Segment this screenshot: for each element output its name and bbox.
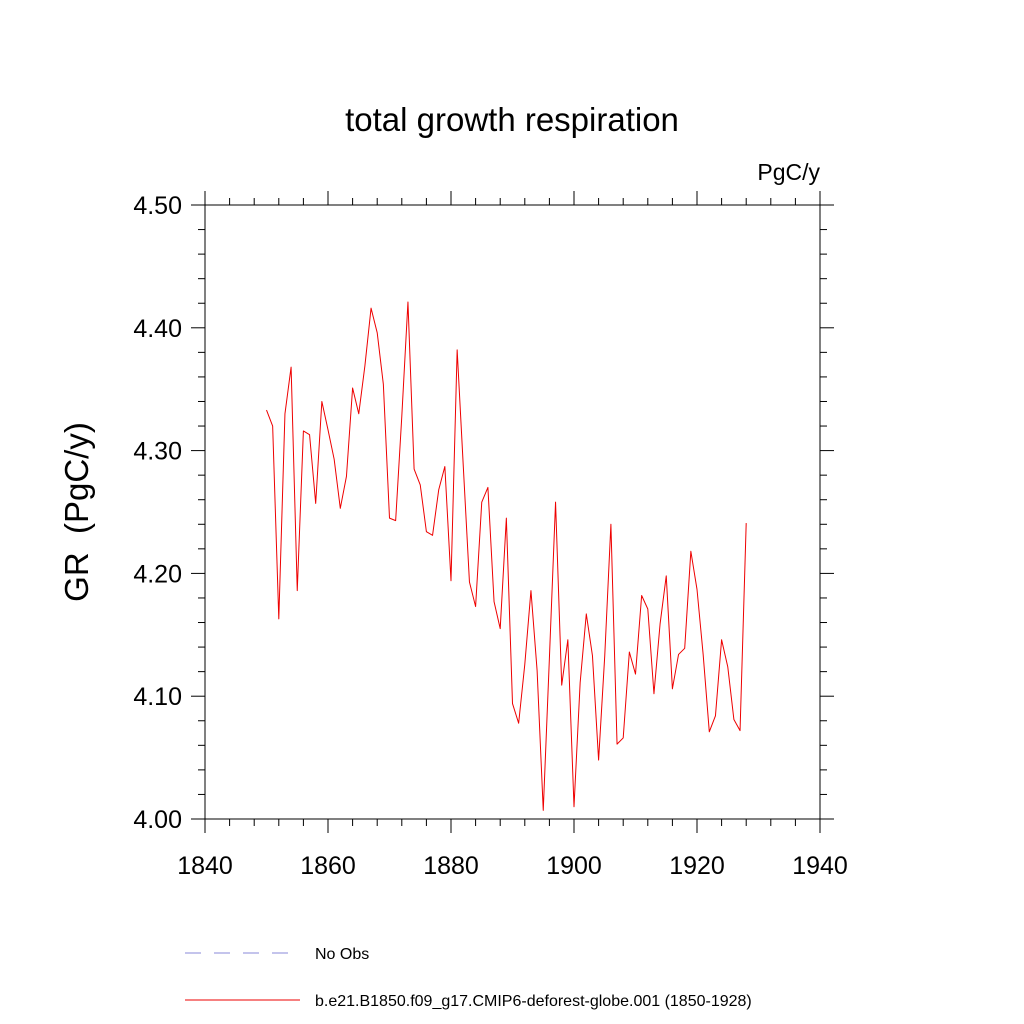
y-tick-label: 4.00 (133, 806, 182, 834)
y-tick-label: 4.50 (133, 192, 182, 220)
x-tick-label: 1900 (546, 852, 602, 880)
plot-area: 1840 1860 1880 1900 1920 1940 4.00 4.10 4.20 4.30… (133, 191, 848, 880)
y-tick-label: 4.30 (133, 438, 182, 466)
x-tick-label: 1880 (423, 852, 479, 880)
legend-label: No Obs (315, 946, 369, 963)
units-label: PgC/y (757, 159, 820, 185)
x-tick-label: 1860 (300, 852, 356, 880)
y-axis-label: GR (PgC/y) (58, 422, 95, 602)
series-line (266, 301, 747, 811)
chart-title: total growth respiration (345, 101, 679, 138)
y-tick-label: 4.20 (133, 560, 182, 588)
y-tick-label: 4.40 (133, 315, 182, 343)
legend-label: b.e21.B1850.f09_g17.CMIP6-deforest-globe… (315, 993, 752, 1010)
y-tick-label: 4.10 (133, 683, 182, 711)
x-tick-label: 1940 (792, 852, 848, 880)
legend: No Obs b.e21.B1850.f09_g17.CMIP6-deforest… (185, 946, 752, 1010)
x-tick-label: 1840 (177, 852, 233, 880)
x-tick-label: 1920 (669, 852, 725, 880)
plot-frame (204, 204, 821, 820)
